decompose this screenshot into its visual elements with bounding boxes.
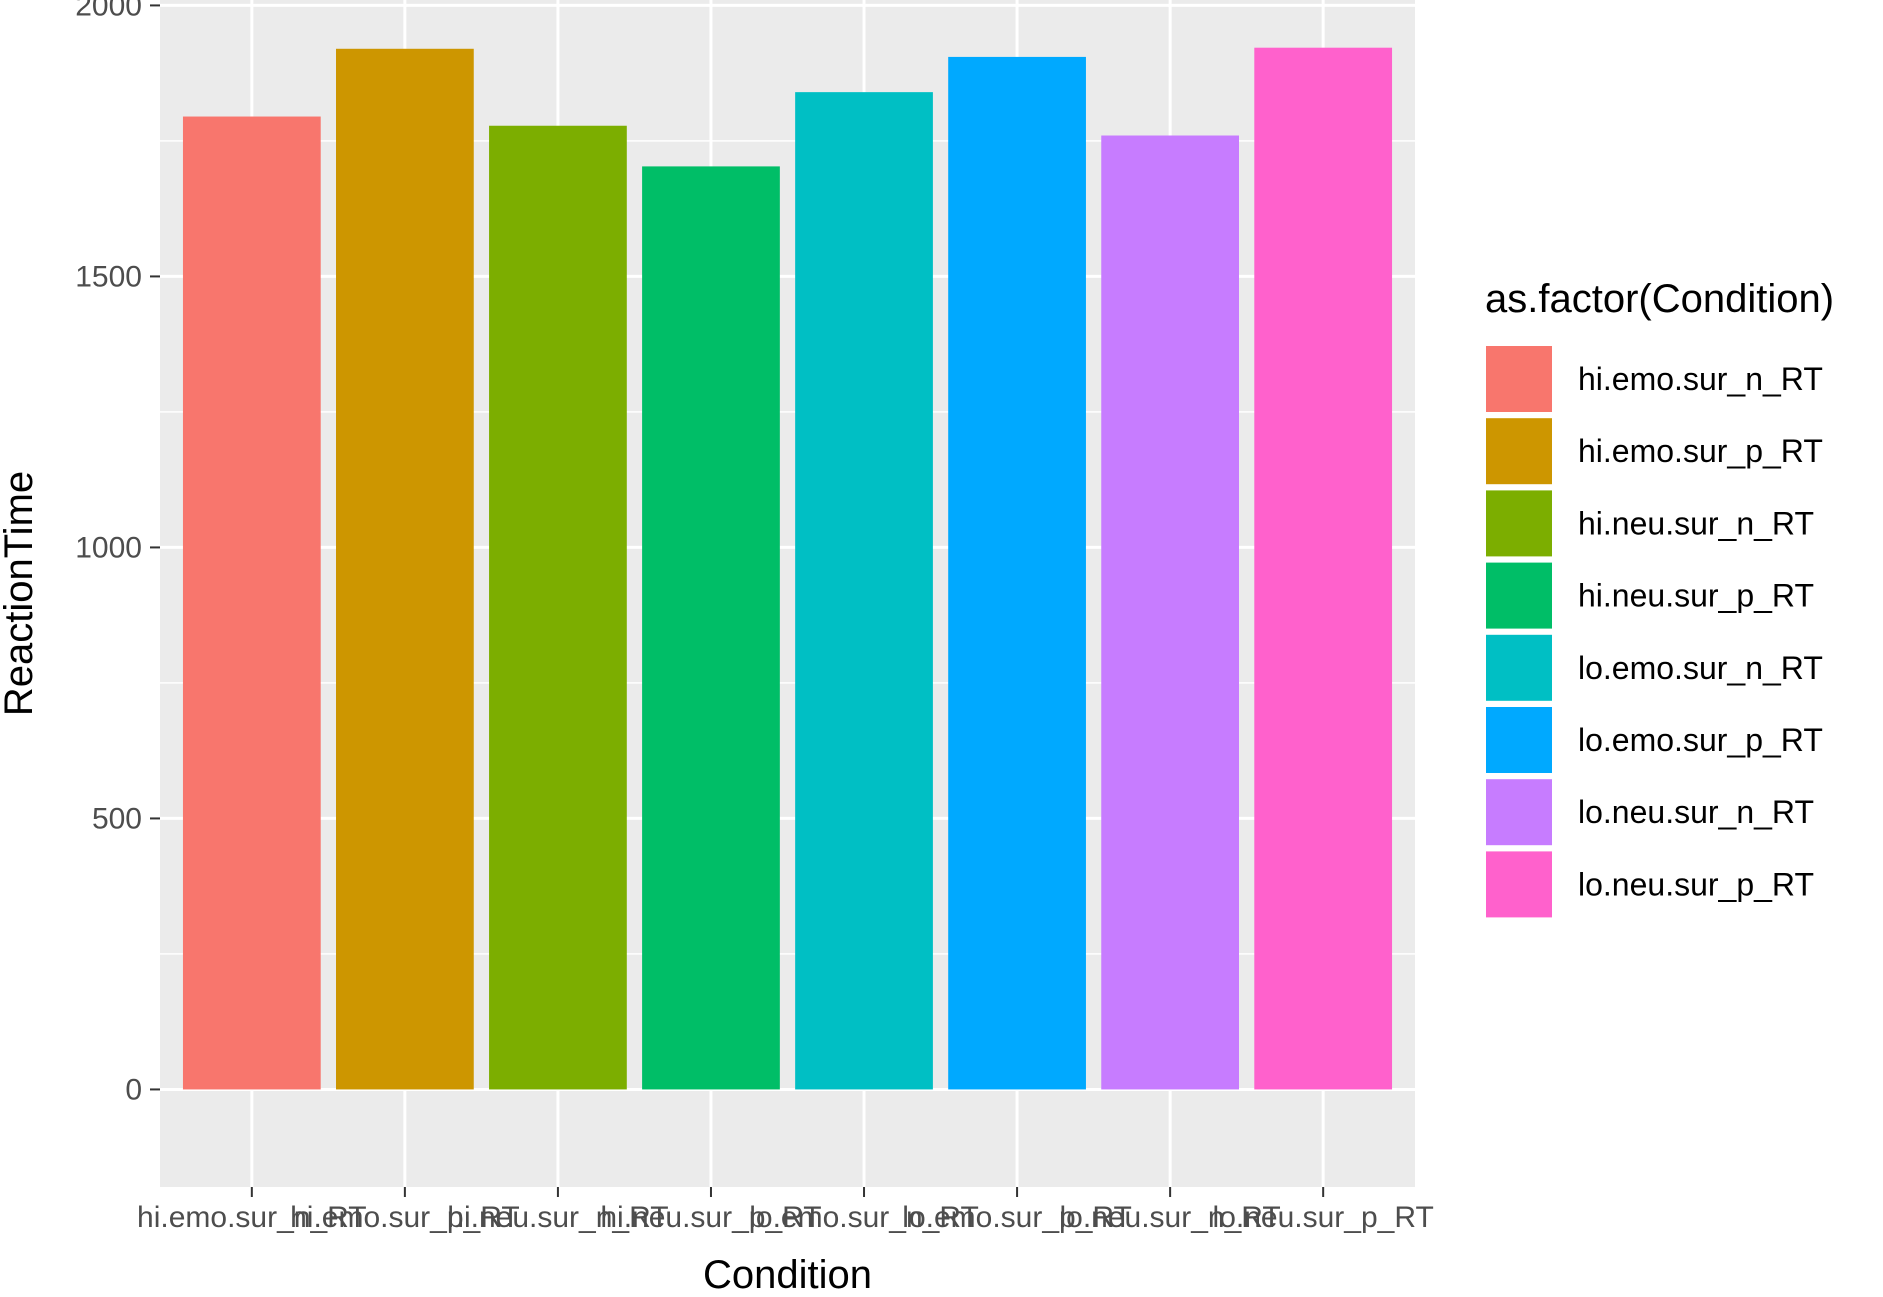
x-tick-label: hi.neu.sur_n_RT <box>447 1201 668 1234</box>
x-tick-label: lo.emo.sur_p_RT <box>902 1201 1132 1234</box>
y-tick-label: 500 <box>92 802 142 835</box>
legend-key <box>1486 418 1552 485</box>
bar <box>1101 135 1239 1090</box>
y-tick-label: 0 <box>125 1073 142 1106</box>
legend-title: as.factor(Condition) <box>1485 277 1834 321</box>
legend: as.factor(Condition) hi.emo.sur_n_RT hi.e… <box>1485 277 1834 918</box>
legend-label: lo.emo.sur_n_RT <box>1578 650 1823 686</box>
x-axis: hi.emo.sur_n_RThi.emo.sur_p_RThi.neu.sur… <box>137 1187 1434 1234</box>
x-tick-label: hi.emo.sur_n_RT <box>137 1201 367 1234</box>
x-tick-label: lo.neu.sur_p_RT <box>1213 1201 1434 1234</box>
y-tick-label: 1500 <box>75 260 142 293</box>
legend-label: lo.neu.sur_n_RT <box>1578 794 1814 830</box>
legend-label: lo.neu.sur_p_RT <box>1578 866 1814 902</box>
legend-key <box>1486 779 1552 846</box>
legend-key <box>1486 707 1552 773</box>
x-axis-title: Condition <box>703 1253 872 1297</box>
bar <box>795 92 933 1090</box>
x-tick-label: lo.neu.sur_n_RT <box>1059 1201 1280 1234</box>
bar <box>336 48 474 1090</box>
legend-label: lo.emo.sur_p_RT <box>1578 722 1823 758</box>
bars <box>182 47 1393 1090</box>
legend-label: hi.emo.sur_n_RT <box>1578 361 1823 397</box>
legend-key <box>1486 562 1552 629</box>
legend-key <box>1486 851 1552 918</box>
bar <box>489 125 627 1090</box>
legend-key <box>1486 346 1552 412</box>
bar <box>182 116 321 1090</box>
x-tick-label: hi.neu.sur_p_RT <box>600 1201 821 1234</box>
legend-label: hi.emo.sur_p_RT <box>1578 433 1823 469</box>
y-tick-label: 1000 <box>75 531 142 564</box>
y-axis: 0 500 1000 1500 2000 <box>75 0 160 1106</box>
x-tick-label: hi.emo.sur_p_RT <box>290 1201 520 1234</box>
legend-key <box>1486 634 1552 701</box>
bar <box>642 166 780 1090</box>
legend-key <box>1486 490 1552 557</box>
bar <box>1254 47 1393 1090</box>
bar <box>948 56 1086 1090</box>
x-tick-label: lo.emo.sur_n_RT <box>749 1201 979 1234</box>
y-axis-title: ReactionTime <box>0 471 41 716</box>
legend-label: hi.neu.sur_p_RT <box>1578 578 1814 614</box>
y-tick-label: 2000 <box>75 0 142 22</box>
legend-label: hi.neu.sur_n_RT <box>1578 505 1814 541</box>
